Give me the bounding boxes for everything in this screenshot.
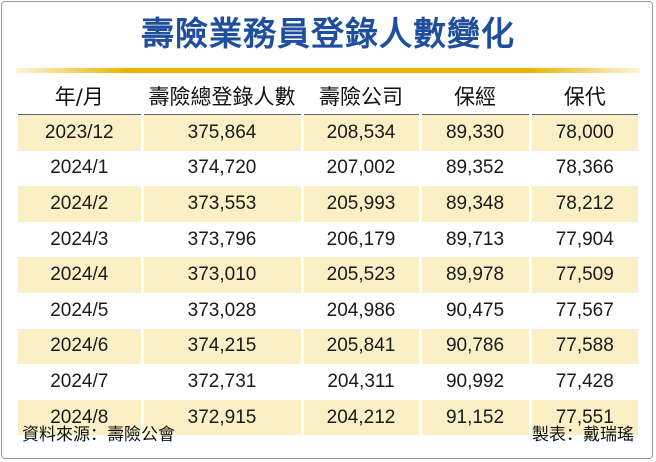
data-table: 年/月 壽險總登錄人數 壽險公司 保經 保代 2023/12 375,864 2… (18, 78, 638, 436)
cell-month: 2024/2 (18, 186, 142, 222)
table-row: 2023/12 375,864 208,534 89,330 78,000 (18, 114, 638, 151)
cell-agent: 78,366 (528, 150, 638, 187)
cell-insurer: 205,841 (300, 328, 420, 365)
cell-broker: 89,713 (418, 221, 530, 258)
cell-broker: 91,152 (418, 399, 530, 436)
table-row: 2024/2 373,553 205,993 89,348 78,212 (18, 186, 638, 222)
cell-insurer: 204,311 (300, 364, 420, 400)
cell-month: 2023/12 (18, 114, 142, 151)
table-row: 2024/8 372,915 204,212 91,152 77,551 (18, 399, 638, 436)
cell-agent: 78,212 (528, 186, 638, 222)
column-header-agent: 保代 (528, 78, 638, 115)
cell-month: 2024/1 (18, 150, 142, 187)
cell-insurer: 204,212 (300, 399, 420, 436)
cell-insurer: 206,179 (300, 221, 420, 258)
cell-insurer: 207,002 (300, 150, 420, 187)
cell-agent: 77,551 (528, 399, 638, 436)
source-note: 資料來源：壽險公會 (22, 425, 175, 445)
cell-month: 2024/3 (18, 221, 142, 258)
cell-total: 373,010 (140, 257, 302, 293)
table-row: 2024/1 374,720 207,002 89,352 78,366 (18, 150, 638, 187)
column-header-month: 年/月 (18, 78, 142, 115)
cell-month: 2024/7 (18, 364, 142, 400)
producer-credit: 製表：戴瑞瑤 (532, 425, 634, 445)
cell-broker: 89,352 (418, 150, 530, 187)
cell-broker: 89,978 (418, 257, 530, 293)
cell-total: 373,028 (140, 292, 302, 329)
cell-total: 372,731 (140, 364, 302, 400)
column-header-broker: 保經 (418, 78, 530, 115)
title-divider (16, 68, 640, 73)
cell-total: 372,915 (140, 399, 302, 436)
cell-total: 374,720 (140, 150, 302, 187)
table-header-row: 年/月 壽險總登錄人數 壽險公司 保經 保代 (18, 78, 638, 115)
column-header-insurer: 壽險公司 (300, 78, 420, 115)
cell-agent: 77,588 (528, 328, 638, 365)
cell-insurer: 208,534 (300, 114, 420, 151)
table-row: 2024/4 373,010 205,523 89,978 77,509 (18, 257, 638, 293)
cell-agent: 77,567 (528, 292, 638, 329)
cell-insurer: 204,986 (300, 292, 420, 329)
table-row: 2024/7 372,731 204,311 90,992 77,428 (18, 364, 638, 400)
cell-total: 373,553 (140, 186, 302, 222)
cell-month: 2024/5 (18, 292, 142, 329)
cell-insurer: 205,523 (300, 257, 420, 293)
cell-total: 373,796 (140, 221, 302, 258)
table-row: 2024/3 373,796 206,179 89,713 77,904 (18, 221, 638, 258)
cell-month: 2024/4 (18, 257, 142, 293)
cell-insurer: 205,993 (300, 186, 420, 222)
cell-broker: 90,786 (418, 328, 530, 365)
page-title: 壽險業務員登錄人數變化 (141, 14, 515, 53)
cell-broker: 90,992 (418, 364, 530, 400)
cell-month: 2024/6 (18, 328, 142, 365)
table-row: 2024/5 373,028 204,986 90,475 77,567 (18, 292, 638, 329)
cell-agent: 78,000 (528, 114, 638, 151)
table-row: 2024/6 374,215 205,841 90,786 77,588 (18, 328, 638, 365)
cell-broker: 90,475 (418, 292, 530, 329)
cell-agent: 77,428 (528, 364, 638, 400)
column-header-total: 壽險總登錄人數 (140, 78, 302, 115)
cell-total: 374,215 (140, 328, 302, 365)
cell-total: 375,864 (140, 114, 302, 151)
cell-agent: 77,904 (528, 221, 638, 258)
cell-broker: 89,330 (418, 114, 530, 151)
cell-agent: 77,509 (528, 257, 638, 293)
cell-broker: 89,348 (418, 186, 530, 222)
cell-month: 2024/8 (18, 399, 142, 436)
